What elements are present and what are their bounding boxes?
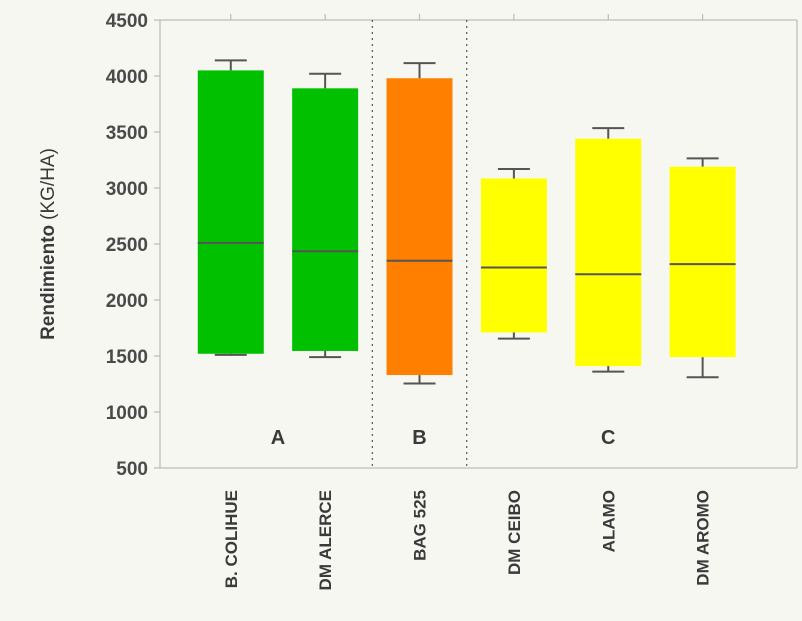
x-category-label: BAG 525 xyxy=(411,490,430,561)
box-body xyxy=(575,138,642,367)
box-b-colihue xyxy=(197,59,264,356)
x-category-label: DM ALERCE xyxy=(316,490,335,590)
y-tick-label: 4500 xyxy=(106,11,148,32)
box-body xyxy=(386,78,453,376)
box-body xyxy=(480,178,547,333)
box-body xyxy=(292,88,359,351)
group-label-a: A xyxy=(271,427,285,449)
y-tick-label: 2500 xyxy=(106,235,148,256)
box-dm-ceibo xyxy=(480,167,547,340)
y-tick-label: 1000 xyxy=(106,403,148,424)
box-body xyxy=(197,70,264,354)
box-dm-aromo xyxy=(669,157,736,379)
x-category-label: DM AROMO xyxy=(694,490,713,586)
y-axis-title-main: Rendimiento xyxy=(38,225,59,340)
group-label-b: B xyxy=(412,427,426,449)
box-body xyxy=(669,166,736,358)
box-bag-525 xyxy=(386,62,453,385)
box-alamo xyxy=(575,127,642,373)
box-dm-alerce xyxy=(292,72,359,359)
x-category-label: ALAMO xyxy=(599,490,618,552)
y-axis-title-unit: (KG/HA) xyxy=(38,148,59,220)
x-category-label: DM CEIBO xyxy=(505,490,524,575)
y-tick-label: 3500 xyxy=(106,123,148,144)
y-tick-label: 1500 xyxy=(106,347,148,368)
y-tick-label: 2000 xyxy=(106,291,148,312)
y-axis-title: Rendimiento (KG/HA) xyxy=(38,148,59,340)
y-tick-label: 4000 xyxy=(106,67,148,88)
y-tick-label: 3000 xyxy=(106,179,148,200)
group-label-c: C xyxy=(601,427,615,449)
x-category-label: B. COLIHUE xyxy=(222,490,241,588)
y-tick-label: 500 xyxy=(116,459,148,480)
